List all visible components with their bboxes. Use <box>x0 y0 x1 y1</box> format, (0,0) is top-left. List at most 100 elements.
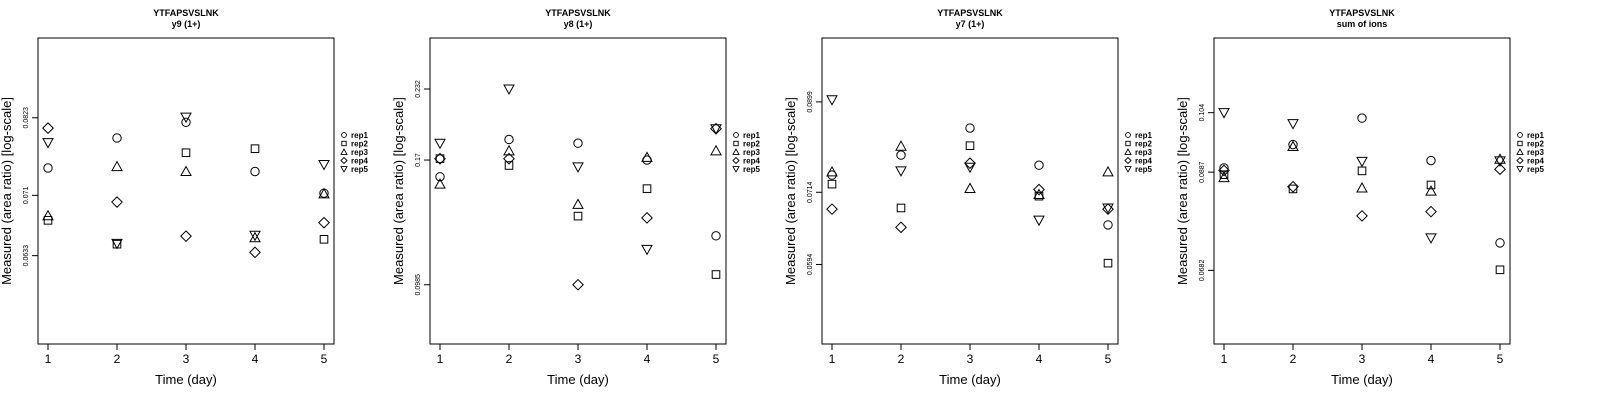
data-point-rep3 <box>42 209 54 221</box>
legend-marker-rep2 <box>341 140 347 147</box>
legend-marker-rep4 <box>1516 156 1524 165</box>
legend-label: rep5 <box>351 165 368 174</box>
data-point-rep3 <box>572 198 584 209</box>
x-tick-label: 5 <box>1105 352 1112 366</box>
data-point-rep5 <box>1425 233 1437 244</box>
x-tick-label: 5 <box>713 352 720 366</box>
data-point-rep4 <box>826 203 838 216</box>
data-point-rep5 <box>249 230 261 242</box>
data-point-rep3 <box>826 165 838 177</box>
data-point-rep4 <box>641 211 653 224</box>
x-tick-label: 5 <box>1497 352 1504 366</box>
legend-label: rep4 <box>351 157 368 166</box>
data-point-rep5 <box>42 138 54 149</box>
data-point-rep4 <box>964 157 976 170</box>
legend-label: rep2 <box>1135 140 1152 149</box>
legend-label: rep5 <box>1527 165 1544 174</box>
y-tick-label: 0.071 <box>23 186 30 204</box>
plot-frame <box>1213 37 1511 345</box>
data-point-rep5 <box>503 84 515 96</box>
legend-marker-rep3 <box>1516 148 1524 155</box>
x-tick-label: 1 <box>1221 352 1228 366</box>
x-tick-label: 2 <box>506 352 513 366</box>
data-point-rep4 <box>318 216 330 229</box>
x-tick-label: 4 <box>1036 352 1043 366</box>
chart-title: YTFAPSVSLNK <box>1329 8 1395 18</box>
chart-title: YTFAPSVSLNK <box>937 8 1003 18</box>
data-point-rep2 <box>827 179 837 189</box>
data-point-rep1 <box>435 172 445 182</box>
data-point-rep1 <box>250 166 260 177</box>
y-tick-label: 0.0682 <box>1199 260 1206 282</box>
data-point-rep5 <box>895 166 907 177</box>
plot-frame <box>37 37 335 345</box>
data-point-rep5 <box>964 162 976 174</box>
data-point-rep5 <box>1102 203 1114 215</box>
chart-title: YTFAPSVSLNK <box>153 8 219 18</box>
data-point-rep1 <box>1103 220 1113 230</box>
data-point-rep4 <box>1356 209 1368 222</box>
legend-marker-rep1 <box>733 132 739 138</box>
data-point-rep2 <box>181 148 191 158</box>
x-tick-label: 3 <box>967 352 974 366</box>
data-point-rep5 <box>1033 215 1045 227</box>
legend-label: rep3 <box>351 148 368 157</box>
data-point-rep1 <box>1495 238 1505 248</box>
legend-marker-rep2 <box>1125 140 1131 147</box>
y-tick-label: 0.104 <box>1199 104 1206 122</box>
data-point-rep1 <box>965 123 975 133</box>
y-tick-label: 0.0985 <box>415 274 422 296</box>
plot-frame <box>821 37 1119 345</box>
legend-marker-rep1 <box>1517 132 1523 138</box>
chart-subtitle: sum of ions <box>1337 19 1388 29</box>
data-point-rep3 <box>318 187 330 199</box>
data-point-rep5 <box>641 244 653 256</box>
data-point-rep3 <box>964 182 976 193</box>
data-point-rep1 <box>43 163 53 173</box>
data-point-rep5 <box>434 138 446 150</box>
data-point-rep2 <box>1219 170 1229 179</box>
y-tick-label: 0.0633 <box>23 245 30 267</box>
data-point-rep4 <box>503 152 515 165</box>
data-point-rep2 <box>965 141 975 151</box>
x-tick-label: 2 <box>1290 352 1297 366</box>
x-tick-label: 4 <box>644 352 651 366</box>
data-point-rep4 <box>434 152 446 165</box>
legend-label: rep4 <box>1527 157 1544 166</box>
legend-marker-rep5 <box>340 166 348 173</box>
legend-label: rep5 <box>743 165 760 174</box>
y-tick-label: 0.232 <box>415 80 422 98</box>
data-point-rep4 <box>1494 163 1506 176</box>
legend-label: rep3 <box>1135 148 1152 157</box>
data-point-rep1 <box>1034 160 1044 170</box>
x-tick-label: 2 <box>898 352 905 366</box>
chart-subtitle: y7 (1+) <box>956 19 985 29</box>
x-tick-label: 5 <box>321 352 328 366</box>
data-point-rep4 <box>1218 164 1230 177</box>
x-tick-label: 4 <box>252 352 259 366</box>
data-point-rep2 <box>435 154 445 163</box>
data-point-rep2 <box>1288 184 1298 194</box>
data-point-rep4 <box>1287 180 1299 193</box>
legend-marker-rep4 <box>1124 156 1132 165</box>
data-point-rep3 <box>1356 182 1368 193</box>
legend-marker-rep2 <box>1517 140 1523 147</box>
data-point-rep2 <box>1495 265 1505 275</box>
data-point-rep3 <box>641 151 653 162</box>
legend-marker-rep5 <box>1124 166 1132 173</box>
data-point-rep3 <box>1102 165 1114 177</box>
legend-marker-rep5 <box>1516 166 1524 173</box>
chart-title: YTFAPSVSLNK <box>545 8 611 18</box>
data-point-rep1 <box>896 150 906 160</box>
data-point-rep5 <box>572 162 584 173</box>
data-point-rep5 <box>710 124 722 135</box>
data-point-rep1 <box>504 134 514 145</box>
data-point-rep4 <box>180 230 192 243</box>
data-point-rep5 <box>1218 108 1230 119</box>
data-point-rep2 <box>711 270 721 279</box>
legend-label: rep3 <box>1527 148 1544 157</box>
